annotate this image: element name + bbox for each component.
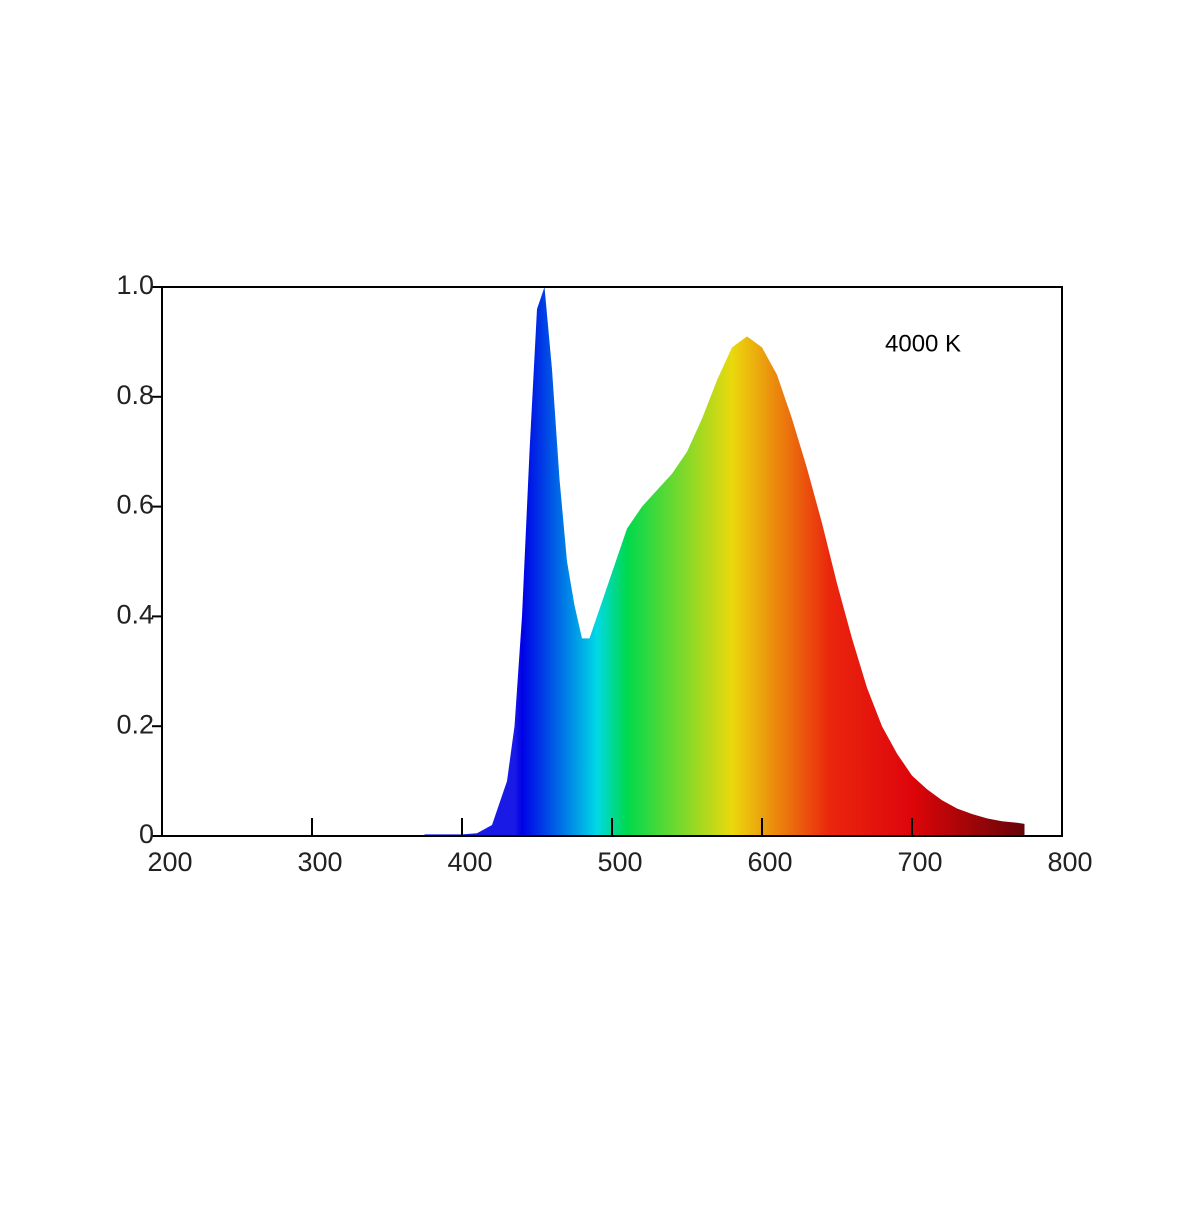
annotation: 4000 K (885, 330, 961, 357)
x-tick-label: 800 (1047, 847, 1092, 877)
x-tick-label: 400 (447, 847, 492, 877)
y-tick-label: 0.6 (116, 490, 154, 520)
y-tick-label: 0.4 (116, 600, 154, 630)
y-tick-label: 1.0 (116, 270, 154, 300)
x-tick-label: 600 (747, 847, 792, 877)
y-tick-label: 0.2 (116, 709, 154, 739)
y-tick-label: 0 (139, 819, 154, 849)
x-tick-label: 500 (597, 847, 642, 877)
x-tick-label: 300 (297, 847, 342, 877)
spectrum-area (424, 287, 1025, 836)
x-tick-label: 700 (897, 847, 942, 877)
x-tick-label: 200 (147, 847, 192, 877)
y-tick-label: 0.8 (116, 380, 154, 410)
plot-frame (161, 286, 1063, 837)
